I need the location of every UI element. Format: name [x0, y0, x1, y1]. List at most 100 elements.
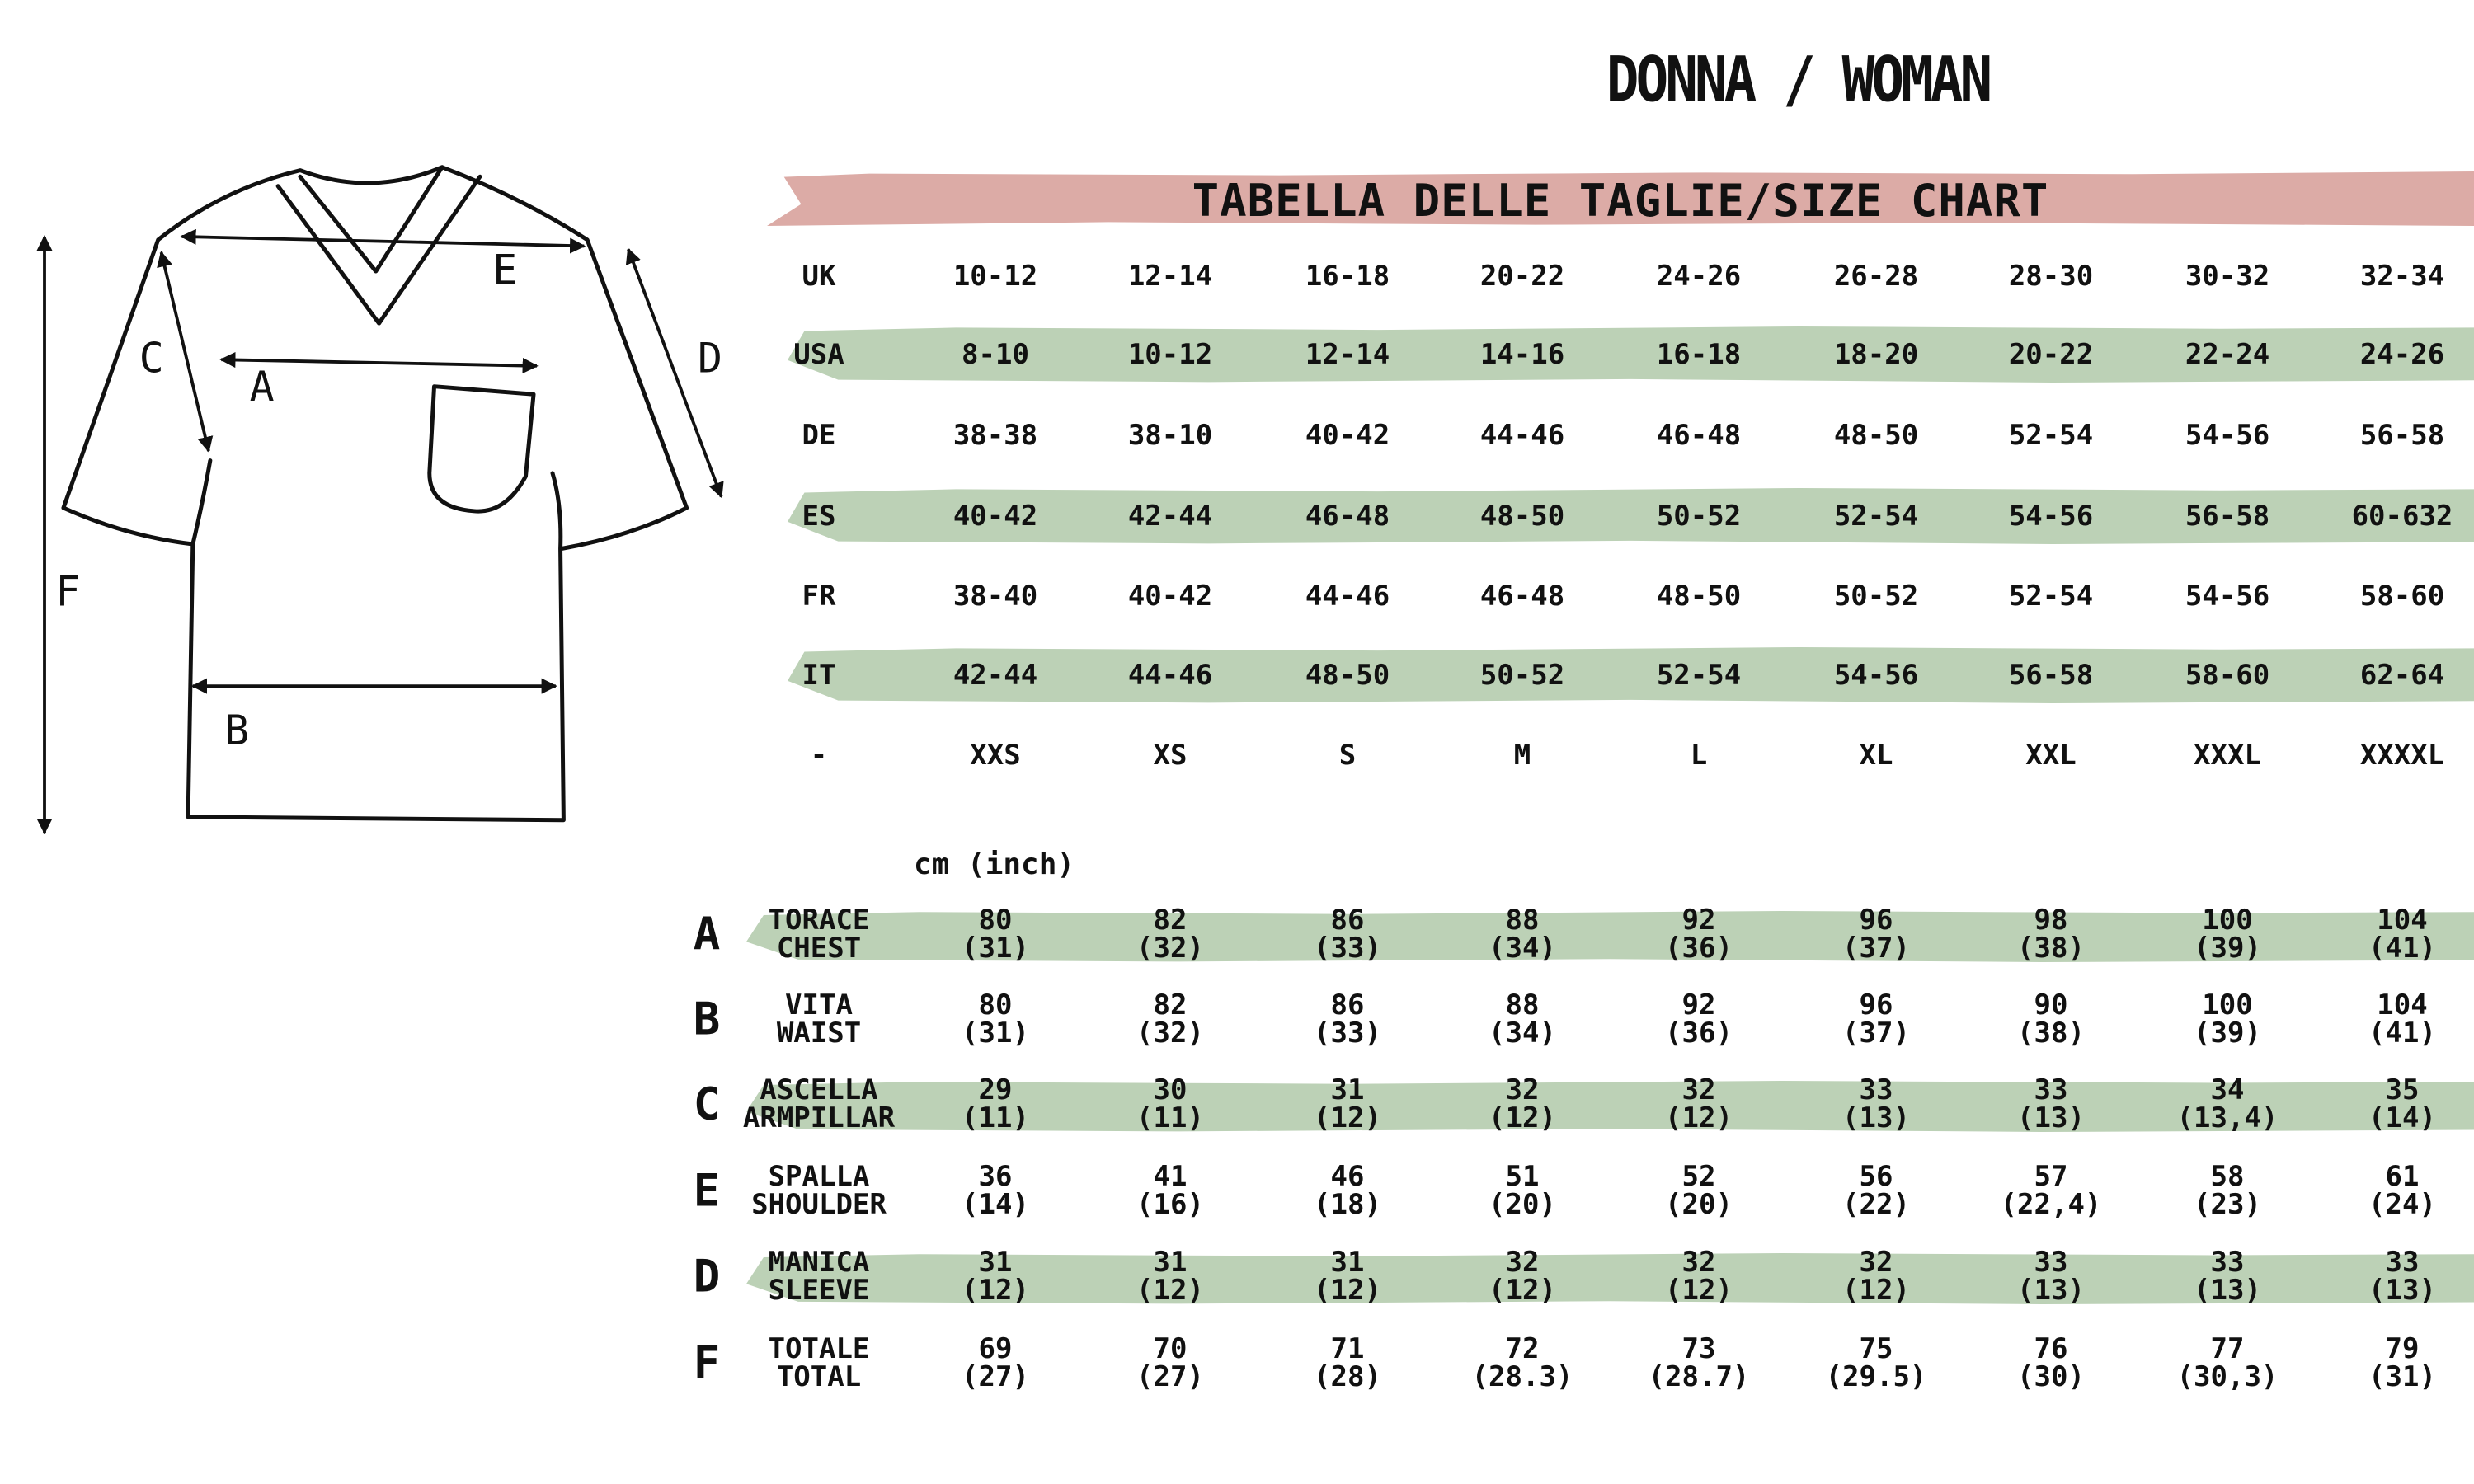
measure-inch: (31): [2368, 1360, 2436, 1393]
measure-inch: (12): [1314, 1274, 1381, 1307]
label-a: A: [250, 363, 275, 411]
measure-cm: 51: [1505, 1160, 1540, 1193]
shirt-outline: [61, 165, 689, 823]
measure-inch: (11): [1136, 1101, 1204, 1134]
measure-cm: 57: [2034, 1160, 2068, 1193]
label-d: D: [698, 334, 722, 382]
size-cell: 48-50: [1656, 580, 1742, 613]
size-cell: 46-48: [1479, 580, 1565, 613]
measure-inch: (28.3): [1471, 1360, 1573, 1393]
measure-inch: (34): [1489, 932, 1556, 965]
measure-cm: 56: [1859, 1160, 1893, 1193]
measure-cell: 75 (29.5): [1785, 1335, 1967, 1391]
arrow-e: [180, 228, 586, 254]
measure-cell: 58 (23): [2137, 1162, 2318, 1219]
measure-cell: 69 (27): [905, 1335, 1086, 1391]
measure-cell: 96 (37): [1785, 991, 1967, 1047]
measure-cell: 88 (34): [1432, 991, 1613, 1047]
measure-inch: (12): [1136, 1274, 1204, 1307]
measure-inch: (30,3): [2176, 1360, 2279, 1393]
measure-inch: (27): [1136, 1360, 1204, 1393]
size-cell: 20-22: [1479, 260, 1565, 293]
measure-inch: (28): [1314, 1360, 1381, 1393]
measure-inch: (22,4): [2000, 1188, 2102, 1221]
measure-cell: 46 (18): [1257, 1162, 1438, 1219]
measure-cm: 98: [2034, 904, 2068, 937]
measure-cell: 31 (12): [1079, 1248, 1261, 1304]
measure-cell: 33 (13): [1785, 1076, 1967, 1132]
pocket: [427, 384, 536, 514]
measure-inch: (36): [1665, 932, 1733, 965]
size-cell: XL: [1859, 739, 1893, 772]
measure-letter: F: [693, 1336, 721, 1389]
measure-cell: 32 (12): [1608, 1248, 1790, 1304]
measure-cm: 70: [1153, 1332, 1188, 1365]
measure-cm: 31: [1330, 1073, 1365, 1106]
measure-label: SPALLA SHOULDER: [728, 1162, 910, 1219]
size-cell: 42-44: [952, 659, 1038, 692]
measure-cm: 82: [1153, 904, 1188, 937]
size-cell: 14-16: [1479, 338, 1565, 371]
measure-cell: 52 (20): [1608, 1162, 1790, 1219]
size-cell: 40-42: [952, 500, 1038, 533]
measure-cm: 75: [1859, 1332, 1893, 1365]
measure-cell: 73 (28.7): [1608, 1335, 1790, 1391]
size-cell: 10-12: [952, 260, 1038, 293]
measure-letter: A: [693, 908, 721, 960]
banner-brush: [767, 171, 2474, 226]
size-cell: 56-58: [2008, 659, 2094, 692]
measure-cell: 79 (31): [2312, 1335, 2474, 1391]
measure-inch: (32): [1136, 1017, 1204, 1050]
measure-inch: (41): [2368, 1017, 2436, 1050]
measure-inch: (13): [1842, 1101, 1910, 1134]
measure-inch: (16): [1136, 1188, 1204, 1221]
v-neck-outer: [275, 174, 482, 326]
measure-label-it: SPALLA: [768, 1160, 870, 1193]
measure-inch: (13,4): [2176, 1101, 2279, 1134]
measure-inch: (12): [962, 1274, 1029, 1307]
row-highlight-band: [746, 1081, 2474, 1132]
measure-cm: 32: [1681, 1246, 1716, 1279]
measure-inch: (11): [962, 1101, 1029, 1134]
measure-inch: (12): [1489, 1274, 1556, 1307]
arrow-c: [157, 251, 214, 453]
size-cell: 46-48: [1305, 500, 1390, 533]
measure-cell: 72 (28.3): [1432, 1335, 1613, 1391]
measure-cell: 33 (13): [1960, 1248, 2142, 1304]
size-cell: 44-46: [1479, 419, 1565, 452]
measure-inch: (38): [2017, 932, 2085, 965]
measure-inch: (14): [2368, 1101, 2436, 1134]
measure-cell: 31 (12): [905, 1248, 1086, 1304]
measure-inch: (27): [962, 1360, 1029, 1393]
size-cell: 44-46: [1127, 659, 1213, 692]
measure-cell: 30 (11): [1079, 1076, 1261, 1132]
size-row-label: USA: [793, 338, 844, 371]
size-cell: 24-26: [2359, 338, 2445, 371]
size-cell: 50-52: [1833, 580, 1919, 613]
measure-cm: 104: [2377, 904, 2428, 937]
measure-label-it: TORACE: [768, 904, 870, 937]
row-highlight-band: [788, 488, 2474, 544]
measure-cell: 86 (33): [1257, 906, 1438, 962]
size-cell: XXL: [2025, 739, 2077, 772]
measure-cm: 100: [2202, 904, 2253, 937]
measure-inch: (24): [2368, 1188, 2436, 1221]
arrow-a: [219, 351, 539, 374]
size-cell: 30-32: [2185, 260, 2270, 293]
measure-cm: 100: [2202, 989, 2253, 1021]
size-cell: 54-56: [1833, 659, 1919, 692]
measure-cm: 80: [978, 989, 1013, 1021]
size-cell: 10-12: [1127, 338, 1213, 371]
label-e: E: [492, 246, 517, 294]
size-cell: S: [1338, 739, 1357, 772]
measure-letter: D: [693, 1250, 721, 1303]
measure-cell: 82 (32): [1079, 906, 1261, 962]
measure-cm: 31: [978, 1246, 1013, 1279]
measure-cm: 36: [978, 1160, 1013, 1193]
size-cell: 38-38: [952, 419, 1038, 452]
size-cell: 54-56: [2185, 580, 2270, 613]
size-row-label: ES: [802, 500, 836, 533]
measure-cm: 33: [2034, 1246, 2068, 1279]
size-cell: 52-54: [1656, 659, 1742, 692]
measure-inch: (36): [1665, 1017, 1733, 1050]
